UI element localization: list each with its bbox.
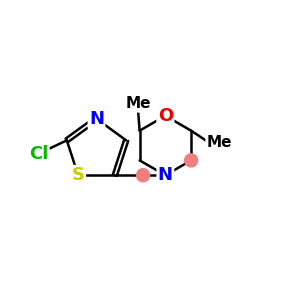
Text: Cl: Cl bbox=[29, 145, 48, 163]
Text: N: N bbox=[89, 110, 104, 128]
Text: Me: Me bbox=[125, 96, 151, 111]
Circle shape bbox=[184, 154, 198, 167]
Text: Me: Me bbox=[207, 135, 232, 150]
Text: O: O bbox=[158, 107, 173, 125]
Text: N: N bbox=[158, 166, 173, 184]
Text: S: S bbox=[72, 166, 85, 184]
Circle shape bbox=[136, 169, 150, 182]
